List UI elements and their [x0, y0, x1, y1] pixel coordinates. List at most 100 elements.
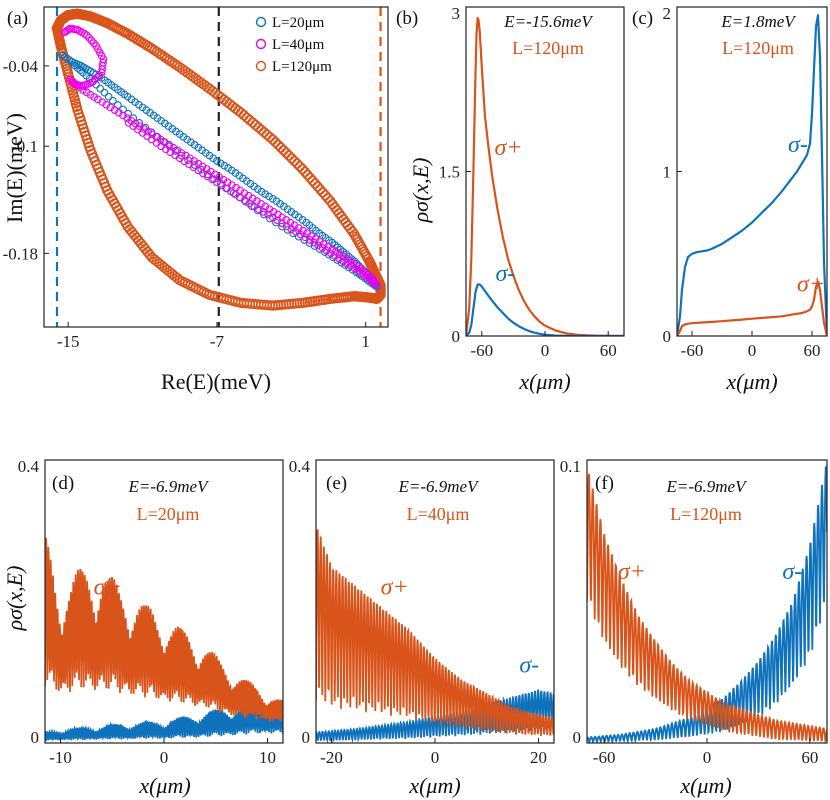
series-line-0: [466, 16, 624, 336]
panel-f: -60 0 60 0 0.1 σ+ σ- (f) E=-6.9meV L=120μm x(μ…: [560, 457, 828, 798]
data-point: [309, 178, 321, 189]
data-point: [146, 43, 157, 54]
series-line-1: [466, 283, 624, 336]
data-point: [260, 210, 268, 219]
c-panel-label: (c): [632, 8, 653, 29]
data-point: [367, 276, 376, 285]
e-panel-label: (e): [326, 473, 347, 494]
data-point: [278, 222, 286, 231]
data-point: [108, 96, 117, 105]
f-ticks: -60 0 60 0 0.1 σ+ σ-: [560, 457, 819, 767]
d-energy-annotation: E=-6.9meV: [128, 477, 211, 496]
data-point: [270, 137, 281, 148]
data-point: [264, 131, 275, 143]
e-plot-area: [316, 529, 554, 743]
x-tick-label: -15: [57, 332, 80, 351]
series-line-0: [45, 537, 283, 722]
y-tick-label: 0: [663, 327, 672, 346]
x-tick-label: -7: [210, 332, 225, 351]
data-point: [156, 50, 168, 61]
data-point: [286, 153, 297, 164]
e-energy-annotation: E=-6.9meV: [398, 477, 481, 496]
x-tick-label: -60: [470, 341, 493, 360]
y-tick-label: 0.4: [18, 457, 40, 476]
d-ticks: -10 0 10 0 0.4 σ+ σ-: [18, 457, 276, 767]
data-point: [347, 226, 358, 237]
data-point: [97, 68, 106, 77]
panel-b: -60 0 60 0 1.5 3 σ+ σ- (b) E=-15.6meV L=120μm x…: [396, 4, 625, 394]
x-tick-label: 60: [801, 748, 818, 767]
a-panel-label: (a): [7, 8, 28, 29]
data-point: [51, 23, 63, 34]
x-tick-label: 0: [431, 748, 440, 767]
data-point: [299, 166, 311, 178]
y-tick-label: -0.18: [3, 244, 38, 263]
data-point: [291, 158, 303, 169]
data-point: [96, 84, 105, 93]
series-label-sigma-plus: σ+: [618, 559, 646, 585]
panel-a: -15 -7 1 -0.04 -0.1 -0.18 (a) Re(E)(meV) Im(E…: [2, 6, 389, 394]
a-axes-frame: [43, 6, 389, 328]
c-ticks: -60 0 60 0 1 2 σ-σ+: [663, 4, 826, 360]
d-plot-area: [45, 537, 283, 742]
data-point: [275, 142, 286, 153]
series-label-sigma-plus: σ+: [797, 272, 825, 298]
data-point: [267, 134, 278, 145]
data-point: [272, 139, 284, 151]
data-point: [149, 45, 160, 56]
data-point: [166, 56, 178, 68]
x-tick-label: 0: [160, 748, 169, 767]
b-y-axis-label: ρσ(x,E): [408, 158, 433, 224]
legend-label-L20: L=20μm: [272, 15, 325, 31]
x-tick-label: 0: [541, 341, 550, 360]
data-point: [302, 169, 313, 181]
e-ticks: -20 0 20 0 0.4 σ+ σ-: [289, 457, 547, 767]
f-panel-label: (f): [595, 473, 614, 494]
legend-label-L40: L=40μm: [272, 37, 325, 53]
c-x-axis-label: x(μm): [725, 369, 777, 394]
data-point: [93, 73, 101, 82]
data-point: [241, 197, 250, 206]
data-point: [70, 61, 79, 70]
panel-d: -10 0 10 0 0.4 σ+ σ- (d) E=-6.9meV L=20μm x(μm…: [2, 457, 284, 798]
panel-c: -60 0 60 0 1 2 σ-σ+ (c) E=1.8meV L=120μm x(μm): [632, 4, 828, 394]
e-length-annotation: L=40μm: [407, 504, 470, 524]
x-tick-label: -20: [320, 748, 343, 767]
data-point: [124, 109, 132, 118]
data-point: [283, 226, 292, 234]
data-point: [151, 46, 163, 58]
data-point: [312, 181, 323, 192]
y-tick-label: 0: [573, 728, 582, 747]
c-length-annotation: L=120μm: [722, 38, 794, 58]
d-panel-label: (d): [52, 473, 74, 494]
data-point: [159, 51, 170, 63]
y-tick-label: 3: [452, 4, 461, 23]
e-x-axis-label: x(μm): [408, 773, 460, 798]
data-point: [169, 58, 180, 69]
data-point: [124, 118, 133, 127]
legend-marker-L40: [255, 38, 267, 50]
c-plot-area: [677, 14, 827, 336]
data-point: [104, 92, 113, 101]
series-line-0: [316, 529, 554, 736]
y-tick-label: -0.04: [3, 57, 39, 76]
data-point: [289, 155, 300, 167]
data-point: [161, 53, 173, 64]
y-tick-label: 2: [663, 4, 672, 23]
data-point: [317, 187, 328, 198]
x-tick-label: 1: [361, 332, 370, 351]
panel-e: -20 0 20 0 0.4 σ+ σ- (e) E=-6.9meV L=40μm x(μm…: [289, 457, 555, 798]
b-x-axis-label: x(μm): [518, 369, 570, 394]
c-energy-annotation: E=1.8meV: [720, 12, 797, 31]
a-x-axis-label: Re(E)(meV): [161, 369, 271, 394]
x-tick-label: 60: [804, 341, 821, 360]
legend-marker-L120: [255, 60, 267, 72]
a-legend: L=20μm L=40μm L=120μm: [255, 15, 332, 75]
series-1: [60, 24, 381, 290]
b-length-annotation: L=120μm: [512, 38, 584, 58]
f-plot-area: [587, 465, 827, 743]
y-tick-label: 0: [302, 728, 311, 747]
data-point: [95, 71, 104, 79]
d-length-annotation: L=20μm: [137, 504, 200, 524]
